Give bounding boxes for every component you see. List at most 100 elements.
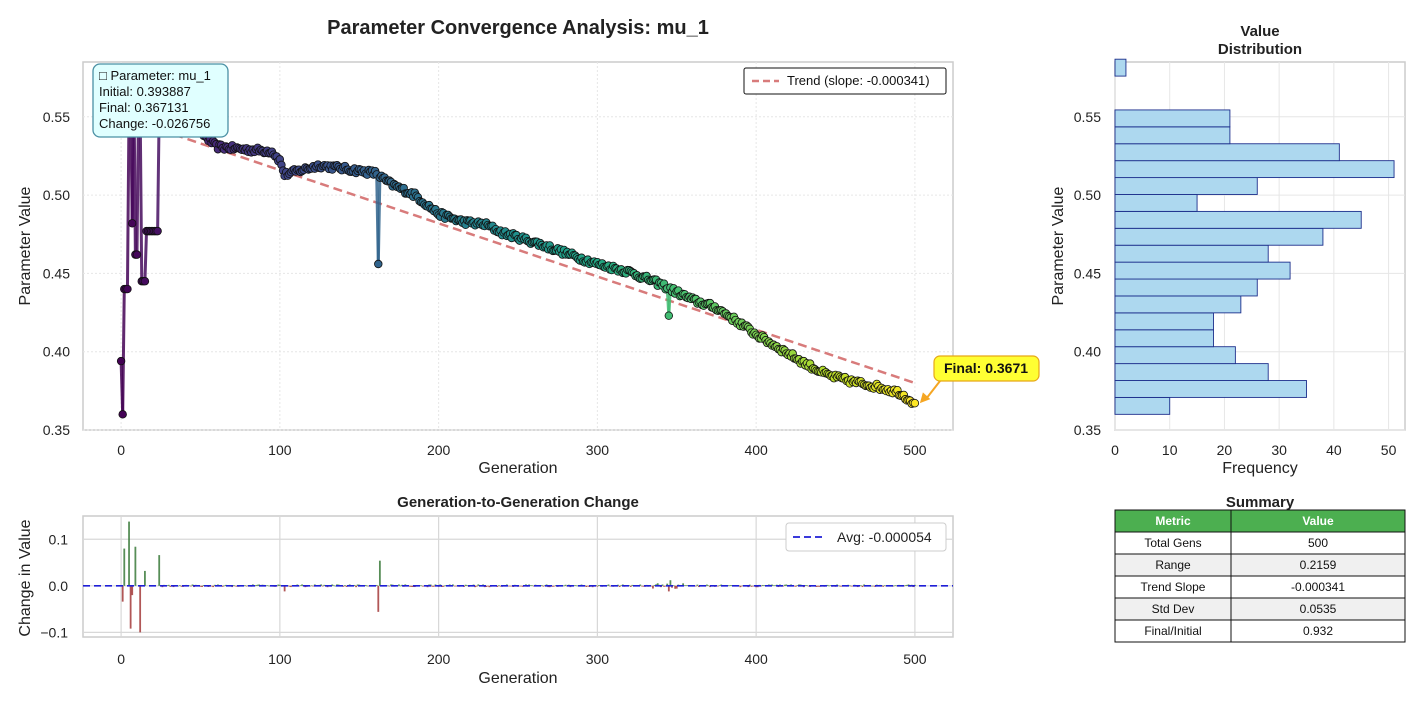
change-bar xyxy=(774,585,777,587)
change-bar xyxy=(640,585,643,587)
change-bar xyxy=(563,585,565,587)
change-bar xyxy=(312,585,315,587)
change-bar xyxy=(290,585,292,588)
change-bar xyxy=(667,585,670,592)
change-bar xyxy=(829,585,832,586)
change-bar xyxy=(707,585,710,587)
main-y-tick-label: 0.50 xyxy=(43,187,70,203)
change-bar xyxy=(375,584,378,586)
change-bar xyxy=(466,585,469,586)
change-bar xyxy=(552,585,554,587)
change-bar xyxy=(540,585,543,586)
main-x-axis-label: Generation xyxy=(478,460,557,477)
change-bar xyxy=(283,585,286,592)
main-y-ticks: 0.35 0.40 0.45 0.50 0.55 xyxy=(43,109,70,438)
histogram-y-ticks: 0.35 0.40 0.45 0.50 0.55 xyxy=(1074,109,1101,438)
change-bar xyxy=(518,585,521,587)
change-bar xyxy=(672,585,675,586)
change-bar xyxy=(785,584,788,586)
histogram-bar xyxy=(1114,396,1171,415)
change-bar xyxy=(367,585,370,587)
change-bar xyxy=(509,585,511,587)
change-title: Generation-to-Generation Change xyxy=(397,494,639,511)
summary-metric-value: 0.932 xyxy=(1303,624,1333,638)
change-panel: Generation-to-Generation Change 0 100 200 3… xyxy=(17,494,954,687)
change-bar xyxy=(718,585,721,586)
change-bar xyxy=(904,585,907,586)
change-bar xyxy=(852,585,854,587)
histogram-bar xyxy=(1114,261,1291,280)
change-bar xyxy=(618,585,621,588)
change-bar xyxy=(356,584,359,586)
change-bar xyxy=(883,585,886,586)
histogram-bar xyxy=(1114,109,1231,128)
change-bar xyxy=(793,585,796,587)
change-bar xyxy=(675,585,678,589)
change-bar xyxy=(331,584,334,586)
change-bar xyxy=(763,585,765,586)
convergence-point xyxy=(910,398,920,408)
change-y-axis-label: Change in Value xyxy=(17,519,34,636)
change-bar xyxy=(334,585,337,587)
change-bar xyxy=(531,585,534,587)
summary-metric-value: 0.2159 xyxy=(1300,558,1337,572)
change-bar xyxy=(278,584,281,586)
change-x-tick-label: 300 xyxy=(586,651,610,667)
change-bar xyxy=(409,585,411,587)
change-bar xyxy=(815,585,818,587)
parameter-info-box: □ Parameter: mu_1 Initial: 0.393887 Fina… xyxy=(92,63,229,138)
histogram-bar xyxy=(1114,363,1269,381)
histogram-bar xyxy=(1114,312,1214,331)
main-x-tick-label: 0 xyxy=(117,442,125,458)
histogram-x-tick-label: 10 xyxy=(1162,442,1178,458)
change-bar xyxy=(267,585,270,587)
final-arrow-head xyxy=(919,392,931,404)
main-legend-frame xyxy=(743,67,947,95)
convergence-point xyxy=(128,219,137,228)
histogram-bar xyxy=(1114,244,1269,263)
convergence-segment xyxy=(143,229,149,283)
change-bar xyxy=(609,585,611,587)
convergence-point xyxy=(123,284,132,294)
summary-metric-label: Trend Slope xyxy=(1141,580,1206,594)
summary-metric-value: 0.0535 xyxy=(1300,602,1337,616)
change-bar xyxy=(804,585,807,586)
change-bar xyxy=(244,585,246,586)
change-bar xyxy=(213,584,216,586)
histogram-x-tick-label: 20 xyxy=(1217,442,1233,458)
change-bar xyxy=(177,585,180,587)
change-bar xyxy=(477,584,480,586)
change-bar xyxy=(666,583,669,586)
change-bar xyxy=(299,585,302,586)
change-bar xyxy=(510,585,513,587)
change-bar xyxy=(180,585,183,587)
change-bar xyxy=(344,585,346,586)
change-bar xyxy=(232,585,235,586)
histogram-y-tick-label: 0.55 xyxy=(1074,109,1101,125)
histogram-bar xyxy=(1114,295,1242,314)
change-bar xyxy=(386,585,389,587)
change-bar xyxy=(131,585,134,596)
histogram-bar xyxy=(1114,143,1340,162)
change-bar xyxy=(631,584,634,586)
change-bar xyxy=(664,585,667,587)
change-bar xyxy=(694,585,697,587)
change-bar xyxy=(817,585,819,587)
histogram-x-tick-label: 30 xyxy=(1271,442,1287,458)
change-bar xyxy=(575,585,578,587)
change-bar xyxy=(277,584,280,586)
change-bar xyxy=(639,584,642,586)
change-bar xyxy=(190,585,192,587)
change-bar xyxy=(794,585,797,587)
change-bar xyxy=(210,585,213,587)
change-bar xyxy=(128,521,130,586)
change-x-tick-label: 500 xyxy=(903,651,927,667)
change-bar xyxy=(301,584,303,586)
final-arrow xyxy=(925,380,941,400)
change-bar xyxy=(499,585,502,587)
summary-title: Summary xyxy=(1226,494,1295,511)
histogram-x-ticks: 0 10 20 30 40 50 xyxy=(1111,442,1396,458)
change-bar xyxy=(828,585,831,587)
main-y-axis-label: Parameter Value xyxy=(17,186,34,305)
convergence-segment xyxy=(125,107,131,291)
